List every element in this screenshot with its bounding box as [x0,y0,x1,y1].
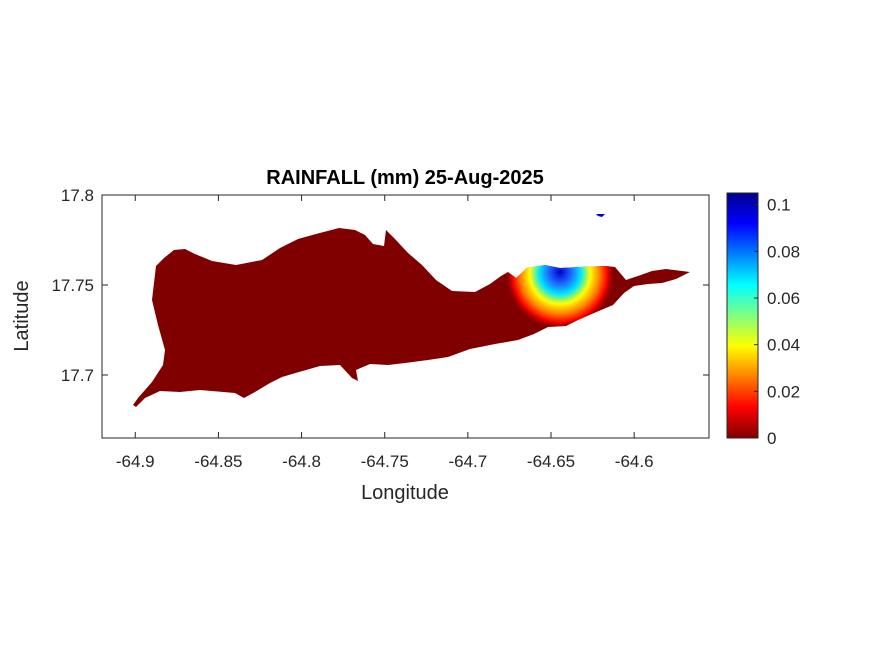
x-tick-label: -64.6 [615,452,654,471]
colorbar-ticks: 0 0.02 0.04 0.06 0.08 0.1 [754,196,800,448]
rainfall-spot-north [596,214,605,217]
x-axis-ticks: -64.9 -64.85 -64.8 -64.75 -64.7 -64.65 -64.6 [116,195,654,471]
y-tick-label: 17.7 [61,366,94,385]
chart-title: RAINFALL (mm) 25-Aug-2025 [266,167,543,189]
y-axis-ticks: 17.7 17.75 17.8 [51,186,709,385]
x-tick-label: -64.75 [361,452,409,471]
y-tick-label: 17.75 [51,276,94,295]
colorbar: 0 0.02 0.04 0.06 0.08 0.1 [726,192,800,448]
colorbar-tick-label: 0.1 [767,196,791,215]
x-tick-label: -64.85 [194,452,242,471]
colorbar-tick-label: 0.02 [767,382,800,401]
x-tick-label: -64.7 [448,452,487,471]
x-tick-label: -64.8 [282,452,321,471]
colorbar-gradient [726,192,759,439]
colorbar-tick-label: 0.08 [767,242,800,261]
colorbar-tick-label: 0 [767,429,776,448]
y-axis-label: Latitude [11,280,33,351]
x-axis-label: Longitude [361,482,449,504]
y-tick-label: 17.8 [61,186,94,205]
x-tick-label: -64.9 [116,452,155,471]
x-tick-label: -64.65 [527,452,575,471]
colorbar-tick-label: 0.04 [767,336,800,355]
colorbar-tick-label: 0.06 [767,289,800,308]
